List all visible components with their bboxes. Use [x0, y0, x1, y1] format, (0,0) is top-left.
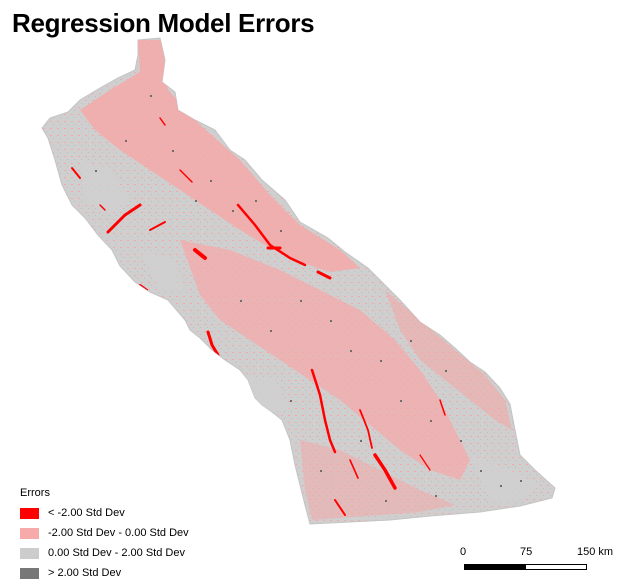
map-legend: Errors < -2.00 Std Dev -2.00 Std Dev - 0…: [20, 487, 189, 583]
legend-item-below-minus-2: < -2.00 Std Dev: [20, 503, 189, 523]
legend-title: Errors: [20, 487, 50, 499]
legend-label: > 2.00 Std Dev: [48, 567, 122, 579]
legend-item-0-to-2: 0.00 Std Dev - 2.00 Std Dev: [20, 543, 189, 563]
legend-item-minus-2-to-0: -2.00 Std Dev - 0.00 Std Dev: [20, 523, 189, 543]
gray-patch-4: [140, 250, 185, 290]
legend-swatch-pink: [20, 527, 39, 539]
gray-patch-3: [470, 455, 540, 500]
red-streaks: [71, 117, 446, 516]
scale-bar: 0 75 150 km: [460, 546, 622, 576]
pink-zone-north: [80, 40, 360, 272]
scale-label-150: 150 km: [577, 546, 614, 558]
pink-zone-south: [300, 440, 455, 520]
pink-zone-central: [180, 240, 470, 480]
legend-label: 0.00 Std Dev - 2.00 Std Dev: [48, 547, 185, 559]
map-title: Regression Model Errors: [12, 8, 315, 38]
legend-label: -2.00 Std Dev - 0.00 Std Dev: [48, 527, 189, 539]
gray-patch-2: [245, 375, 290, 412]
scale-label-0: 0: [460, 546, 467, 558]
scale-label-75: 75: [520, 546, 533, 558]
legend-swatch-dark: [20, 567, 39, 579]
scale-segment-black: [464, 564, 526, 570]
scale-segment-white: [525, 564, 587, 570]
dark-specks: [95, 95, 522, 502]
legend-label: < -2.00 Std Dev: [48, 507, 125, 519]
gray-patch-1: [80, 160, 130, 215]
legend-swatch-gray: [20, 547, 39, 559]
legend-item-above-2: > 2.00 Std Dev: [20, 563, 189, 583]
legend-swatch-red: [20, 507, 39, 519]
pink-zone-east: [385, 290, 512, 430]
